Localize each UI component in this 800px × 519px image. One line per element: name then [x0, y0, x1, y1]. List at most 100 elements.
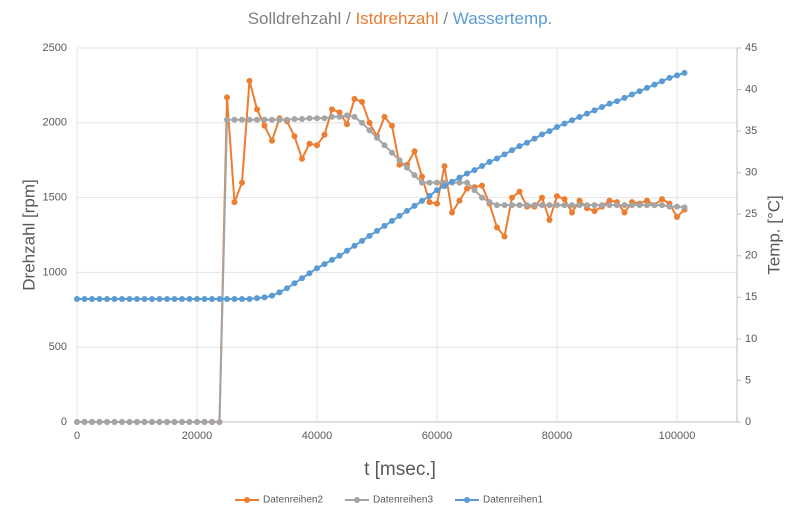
data-point — [471, 187, 478, 194]
data-point — [434, 200, 440, 207]
data-point — [456, 197, 463, 204]
data-point — [186, 419, 193, 425]
data-point — [426, 199, 433, 206]
data-point — [419, 197, 425, 204]
data-point — [486, 158, 493, 165]
data-point — [239, 179, 245, 186]
data-point — [351, 242, 358, 249]
data-point — [546, 217, 553, 224]
data-point — [299, 116, 305, 123]
data-point — [629, 91, 635, 98]
x-tick-label: 80000 — [542, 430, 573, 442]
series-line — [77, 114, 685, 423]
data-point — [426, 192, 433, 199]
data-point — [254, 106, 260, 113]
data-point — [644, 202, 650, 209]
data-point — [201, 295, 208, 302]
data-point — [299, 155, 305, 162]
x-tick-label: 100000 — [659, 430, 696, 442]
data-point — [231, 295, 238, 302]
data-point — [276, 289, 283, 296]
data-point — [396, 157, 403, 164]
y2-tick-label: 45 — [745, 42, 757, 54]
data-point — [576, 202, 583, 209]
data-point — [381, 142, 388, 149]
x-tick-label: 0 — [74, 430, 80, 442]
data-point — [404, 164, 410, 171]
y-tick-label: 500 — [49, 341, 67, 353]
y2-tick-label: 25 — [745, 208, 757, 220]
data-point — [546, 202, 553, 209]
data-point — [314, 115, 320, 122]
data-point — [651, 81, 658, 88]
data-point — [524, 202, 530, 209]
data-point — [224, 94, 230, 101]
data-point — [554, 193, 560, 200]
data-point — [404, 207, 410, 214]
data-point — [561, 196, 568, 203]
data-point — [246, 295, 253, 302]
x-tick-label: 20000 — [182, 430, 213, 442]
data-point — [524, 139, 530, 146]
data-point — [674, 72, 680, 79]
data-point — [494, 155, 500, 162]
data-point — [554, 202, 560, 209]
legend-label: Datenreihen1 — [483, 495, 543, 506]
data-point — [344, 112, 350, 119]
data-point — [141, 295, 148, 302]
data-point — [194, 295, 200, 302]
data-point — [561, 202, 568, 209]
data-point — [591, 107, 598, 114]
data-point — [569, 202, 575, 209]
legend-marker — [244, 497, 250, 503]
data-point — [644, 197, 650, 204]
data-point — [306, 115, 313, 122]
y2-tick-label: 0 — [745, 416, 751, 428]
data-point — [576, 113, 583, 120]
data-point — [284, 116, 290, 123]
data-point — [419, 179, 425, 186]
data-point — [681, 69, 688, 76]
legend-label: Datenreihen3 — [373, 495, 433, 506]
data-point — [479, 163, 485, 170]
data-point — [269, 116, 275, 123]
data-point — [546, 128, 553, 135]
data-point — [569, 117, 575, 124]
legend-label: Datenreihen2 — [263, 495, 323, 506]
data-point — [456, 179, 463, 186]
data-point — [299, 275, 305, 282]
data-point — [389, 122, 395, 129]
y2-tick-label: 35 — [745, 125, 757, 137]
y-tick-label: 1500 — [43, 192, 67, 204]
data-point — [239, 295, 245, 302]
data-point — [606, 197, 613, 204]
data-point — [344, 121, 350, 128]
data-point — [389, 217, 395, 224]
data-point — [599, 202, 605, 209]
data-point — [396, 161, 403, 168]
data-point — [434, 187, 440, 194]
data-point — [464, 170, 470, 177]
data-point — [539, 202, 545, 209]
data-point — [501, 233, 508, 240]
data-point — [531, 135, 538, 142]
data-point — [606, 202, 613, 209]
data-point — [156, 419, 163, 425]
data-point — [119, 295, 125, 302]
y-tick-label: 0 — [61, 416, 67, 428]
data-point — [644, 84, 650, 91]
data-point — [554, 123, 560, 130]
data-point — [216, 419, 223, 425]
data-point — [141, 419, 148, 425]
data-point — [374, 227, 380, 234]
data-point — [89, 295, 95, 302]
data-point — [96, 295, 103, 302]
data-point — [149, 419, 155, 425]
data-point — [606, 100, 613, 107]
data-point — [306, 270, 313, 277]
data-point — [636, 202, 643, 209]
data-point — [561, 120, 568, 127]
data-point — [231, 199, 238, 206]
data-point — [591, 202, 598, 209]
data-point — [179, 295, 185, 302]
